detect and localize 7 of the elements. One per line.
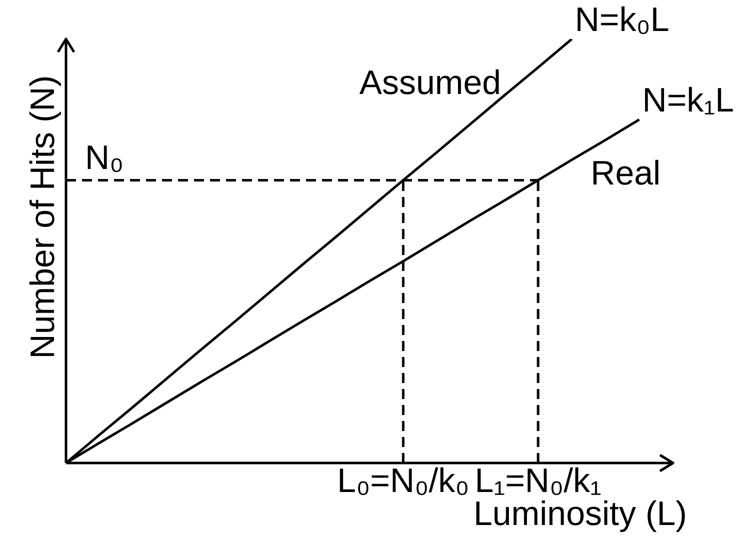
ref-line-label: N₀ [85, 139, 124, 178]
annotation: N=k₁L [642, 82, 734, 120]
x-tick-label: L₀=N₀/k₀ [337, 462, 470, 500]
series-label: Real [590, 154, 661, 192]
annotation: N=k₀L [574, 1, 670, 39]
y-axis-title: Number of Hits (N) [24, 75, 62, 359]
series-label: Assumed [359, 64, 502, 102]
